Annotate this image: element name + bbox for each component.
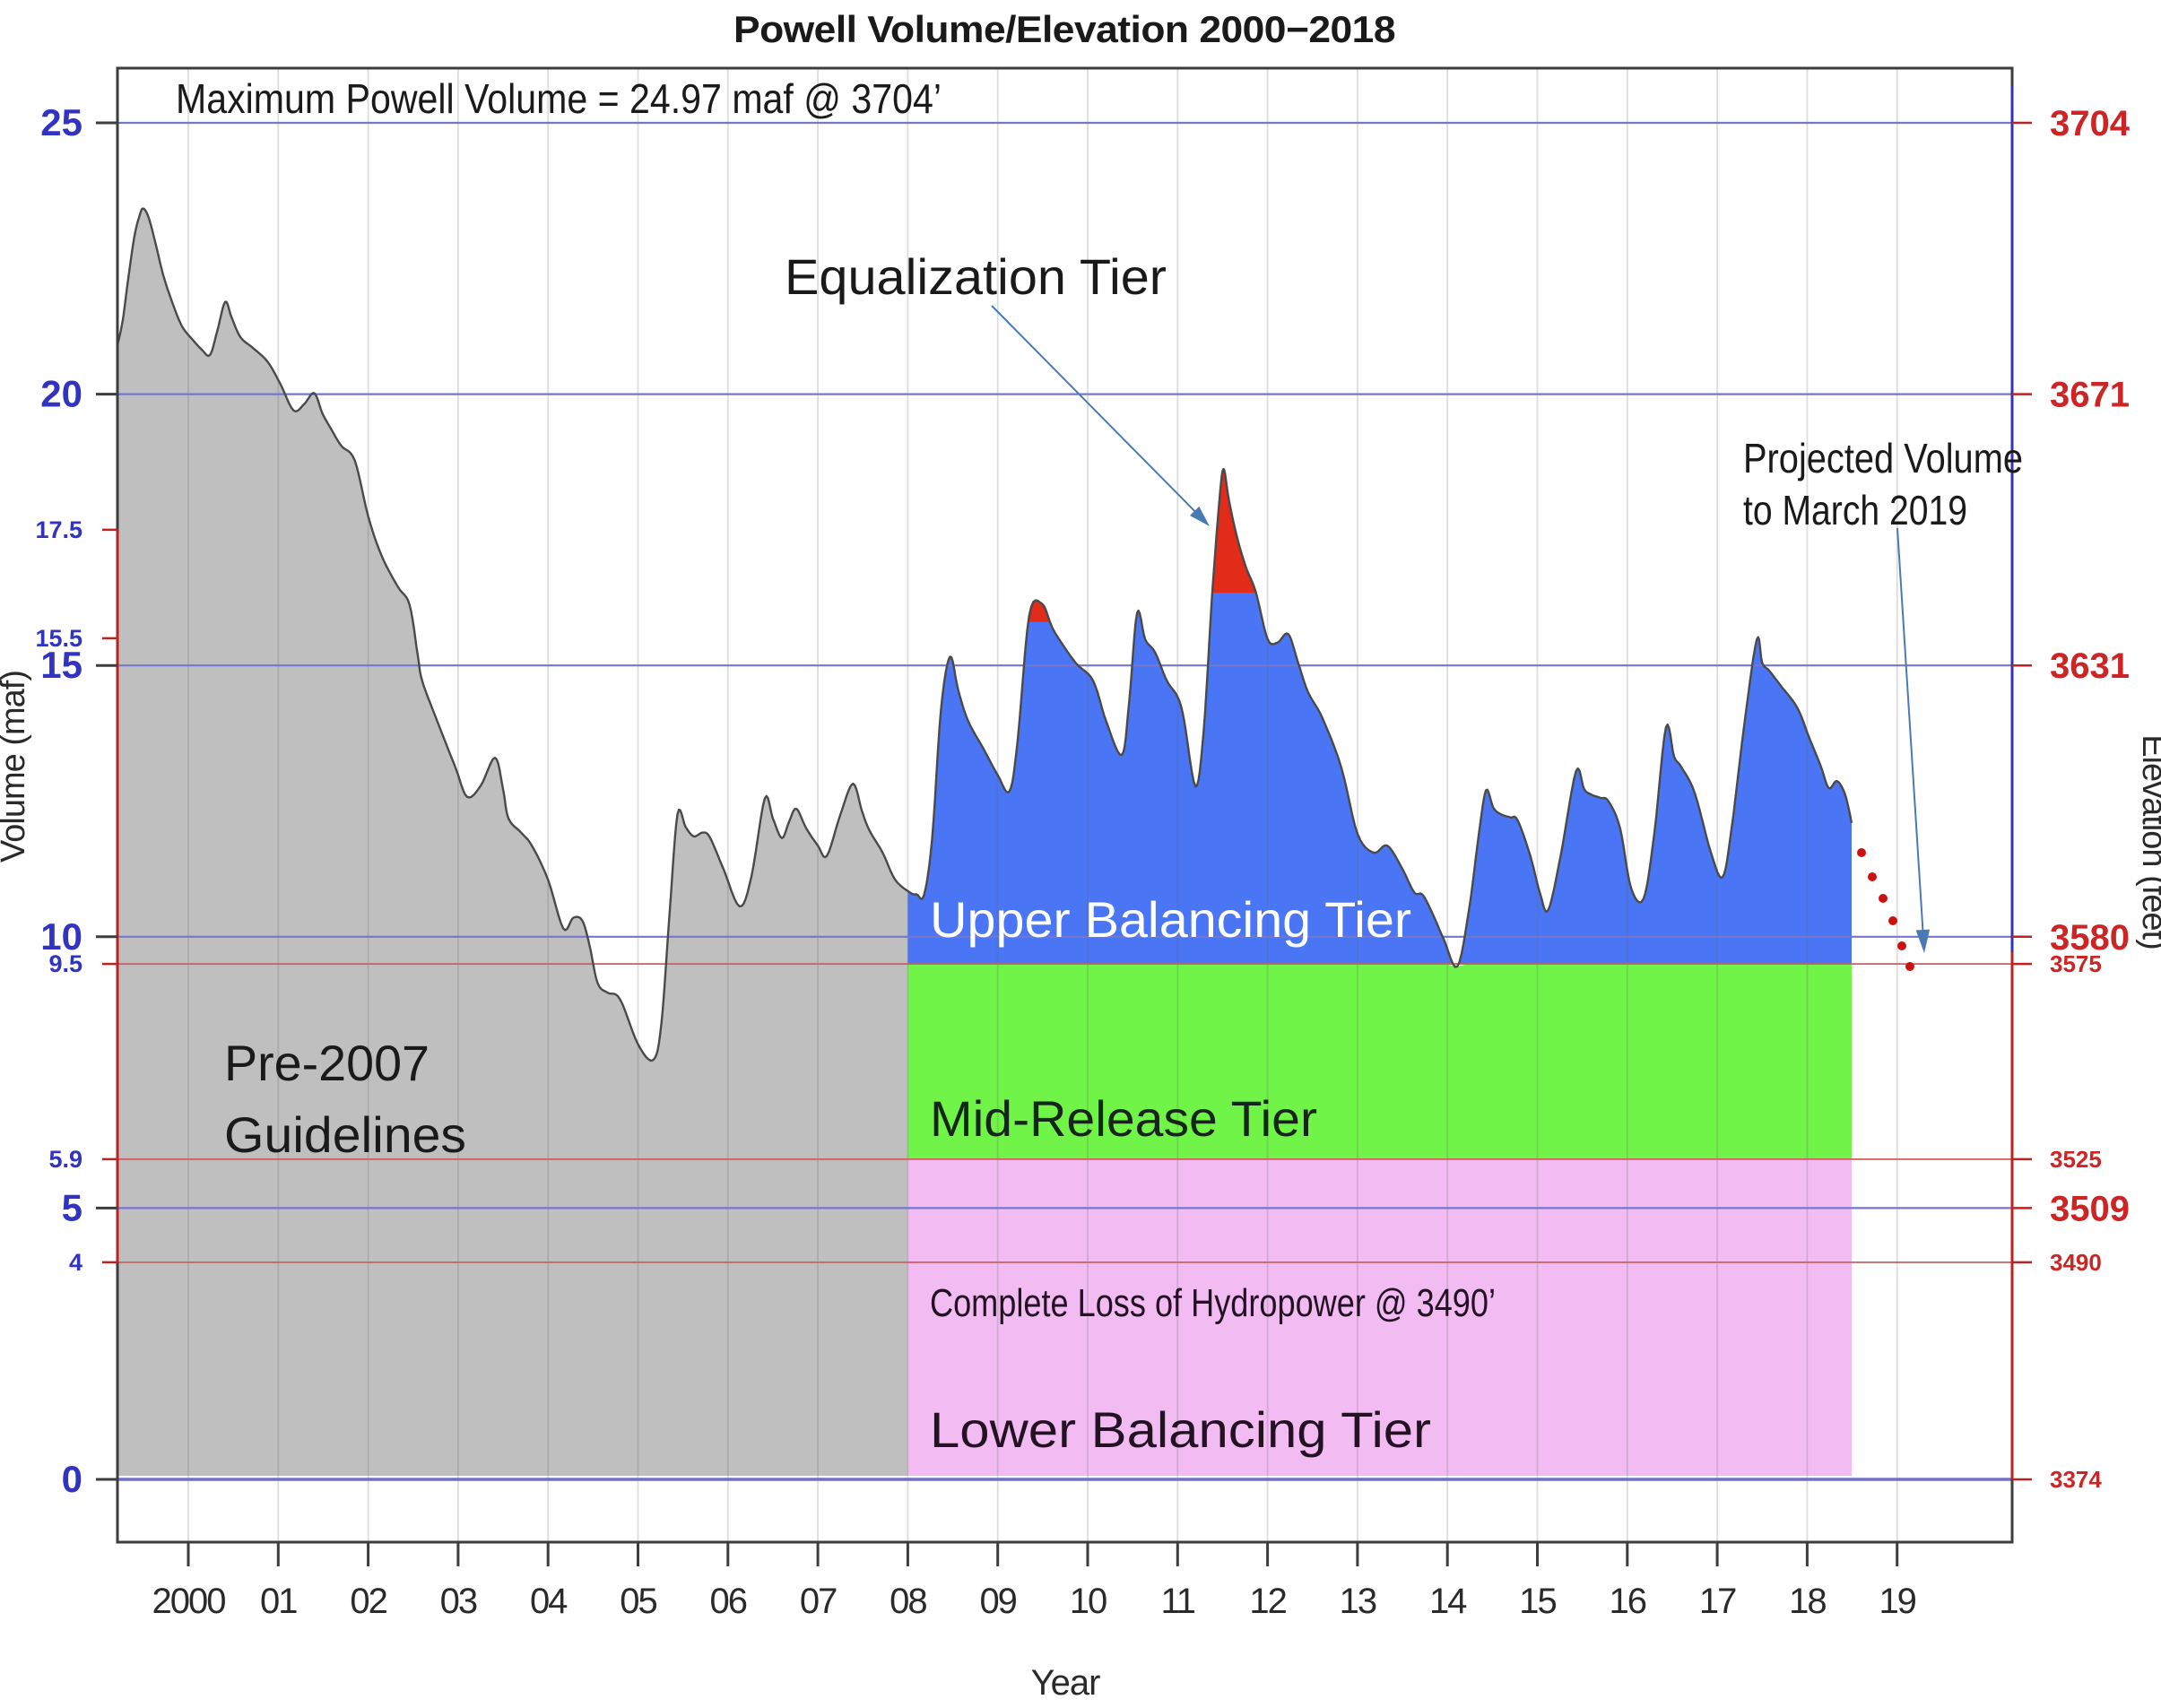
- svg-text:15.5: 15.5: [35, 625, 82, 652]
- svg-text:09: 09: [979, 1582, 1016, 1621]
- svg-text:Maximum Powell Volume = 24.97: Maximum Powell Volume = 24.97 maf @ 3704…: [176, 75, 942, 122]
- svg-text:Elevation (feet): Elevation (feet): [2135, 734, 2161, 949]
- svg-text:Lower Balancing Tier: Lower Balancing Tier: [930, 1401, 1431, 1458]
- svg-text:Pre-2007: Pre-2007: [224, 1035, 430, 1091]
- svg-text:18: 18: [1789, 1582, 1826, 1621]
- svg-text:01: 01: [260, 1582, 297, 1621]
- svg-text:20: 20: [40, 373, 82, 415]
- svg-text:3509: 3509: [2050, 1189, 2130, 1228]
- svg-text:Projected Volume: Projected Volume: [1743, 435, 2023, 481]
- svg-text:14: 14: [1429, 1582, 1467, 1621]
- svg-text:12: 12: [1249, 1582, 1286, 1621]
- svg-text:11: 11: [1161, 1582, 1195, 1621]
- svg-text:17.5: 17.5: [35, 516, 82, 543]
- svg-text:17: 17: [1699, 1582, 1736, 1621]
- svg-text:06: 06: [710, 1582, 747, 1621]
- svg-text:3525: 3525: [2050, 1146, 2102, 1173]
- svg-text:3580: 3580: [2050, 918, 2130, 958]
- svg-text:05: 05: [620, 1582, 656, 1621]
- svg-text:Mid-Release Tier: Mid-Release Tier: [930, 1090, 1317, 1147]
- svg-text:3374: 3374: [2050, 1466, 2102, 1493]
- svg-text:3704: 3704: [2050, 104, 2131, 143]
- svg-text:13: 13: [1340, 1582, 1376, 1621]
- svg-text:Powell Volume/Elevation 2000−2: Powell Volume/Elevation 2000−2018: [733, 8, 1395, 50]
- svg-text:Guidelines: Guidelines: [224, 1106, 466, 1163]
- svg-text:3631: 3631: [2050, 646, 2130, 686]
- svg-text:10: 10: [40, 915, 82, 958]
- svg-text:4: 4: [69, 1249, 82, 1276]
- svg-text:Year: Year: [1031, 1663, 1101, 1703]
- svg-text:15: 15: [40, 644, 82, 686]
- svg-text:08: 08: [890, 1582, 926, 1621]
- svg-text:3490: 3490: [2050, 1249, 2102, 1276]
- svg-text:to March 2019: to March 2019: [1743, 487, 1967, 533]
- svg-text:0: 0: [62, 1458, 82, 1500]
- svg-text:5: 5: [62, 1186, 82, 1228]
- svg-text:10: 10: [1070, 1582, 1107, 1621]
- svg-text:03: 03: [440, 1582, 477, 1621]
- svg-text:Equalization Tier: Equalization Tier: [785, 248, 1167, 305]
- svg-text:25: 25: [40, 101, 82, 143]
- svg-text:9.5: 9.5: [48, 950, 82, 977]
- svg-text:Complete Loss of Hydropower @: Complete Loss of Hydropower @ 3490’: [930, 1281, 1496, 1325]
- svg-text:5.9: 5.9: [48, 1146, 82, 1173]
- svg-text:04: 04: [530, 1582, 568, 1621]
- svg-text:2000: 2000: [152, 1582, 226, 1621]
- svg-text:02: 02: [350, 1582, 386, 1621]
- svg-text:07: 07: [800, 1582, 837, 1621]
- svg-text:Volume (maf): Volume (maf): [0, 671, 32, 863]
- svg-text:16: 16: [1610, 1582, 1646, 1621]
- svg-text:Upper Balancing Tier: Upper Balancing Tier: [930, 891, 1411, 948]
- svg-text:3575: 3575: [2050, 950, 2102, 977]
- svg-text:3671: 3671: [2050, 376, 2130, 415]
- svg-text:19: 19: [1879, 1582, 1915, 1621]
- svg-text:15: 15: [1519, 1582, 1556, 1621]
